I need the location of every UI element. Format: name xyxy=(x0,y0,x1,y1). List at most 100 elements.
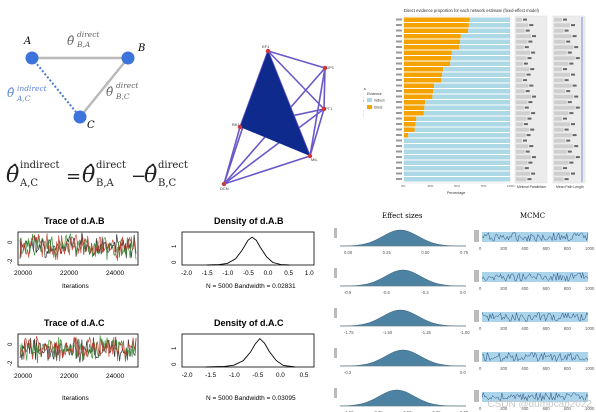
path-length-bar xyxy=(554,45,574,50)
parallelism-value xyxy=(523,79,527,82)
mcmc-trace-line xyxy=(481,312,589,322)
evidence-bar-indirect xyxy=(404,177,510,182)
trace-chain-line xyxy=(19,233,137,261)
density-ab-curve xyxy=(206,236,290,266)
density-x-tick: -2.0 xyxy=(182,372,193,379)
network-node-label: PT1 xyxy=(325,106,333,111)
path-length-value xyxy=(566,90,571,93)
parallelism-bar xyxy=(516,111,531,116)
ridge-x-tick: -0.50 xyxy=(402,410,412,412)
parallelism-bar xyxy=(516,160,528,165)
watermark: CSDN @dumbcap2022 xyxy=(487,399,592,410)
evidence-bar-indirect xyxy=(404,160,510,165)
mcmc-x-tick: 1000 xyxy=(585,406,595,411)
parallelism-bar xyxy=(516,83,529,88)
density-ac-title: Density of d.A.C xyxy=(214,318,284,328)
evidence-row-label xyxy=(396,57,402,59)
path-length-bar xyxy=(554,72,570,77)
evidence-bar-indirect xyxy=(468,28,510,33)
path-length-bar xyxy=(554,144,574,149)
ridge-density xyxy=(339,269,467,287)
path-length-bar xyxy=(554,149,567,154)
parallelism-value xyxy=(529,145,534,148)
ridge-density xyxy=(339,349,467,367)
node-a xyxy=(25,51,39,65)
path-length-bar xyxy=(554,166,562,171)
svg-text:A,C: A,C xyxy=(16,94,31,103)
path-length-bar xyxy=(554,111,569,116)
ridge-row-label xyxy=(334,348,337,358)
trace-ab-xtick: 24000 xyxy=(106,270,124,277)
parallelism-value xyxy=(529,84,534,87)
density-ab-caption: N = 5000 Bandwidth = 0.02831 xyxy=(206,283,296,290)
trace-ab-title: Trace of d.A.B xyxy=(44,216,105,226)
mcmc-trace-band xyxy=(482,392,588,402)
mcmc-x-tick: 600 xyxy=(543,366,551,371)
svg-text:direct: direct xyxy=(96,160,126,171)
evidence-bar-indirect xyxy=(415,122,510,127)
evidence-x-tick: 75% xyxy=(481,184,487,188)
ridge-x-tick: -1.00 xyxy=(460,330,470,335)
evidence-row-label xyxy=(396,90,402,92)
parallelism-bar xyxy=(516,39,528,44)
path-length-bar xyxy=(554,28,564,33)
evidence-bar-direct xyxy=(404,89,434,94)
mcmc-trace-band xyxy=(482,352,588,362)
parallelism-value xyxy=(524,46,529,49)
parallelism-value xyxy=(524,167,529,170)
node-b-label: B xyxy=(137,43,145,54)
evidence-x-tick: 25% xyxy=(428,184,434,188)
density-x-tick: 0.5 xyxy=(284,270,293,277)
parallelism-value xyxy=(526,73,531,76)
trace-ab-xlabel: Iterations xyxy=(62,283,89,290)
evidence-bar-indirect xyxy=(414,127,510,132)
network-node-label: DCN xyxy=(220,186,229,191)
parallelism-bar xyxy=(516,100,528,105)
ridge-x-tick: 0.75 xyxy=(460,250,469,255)
evidence-bar-indirect xyxy=(433,89,510,94)
path-length-bar xyxy=(554,116,562,121)
density-x-tick: -1.0 xyxy=(222,270,233,277)
svg-text:θ̂: θ̂ xyxy=(7,86,15,100)
parallelism-bar xyxy=(516,138,522,143)
mcmc-x-tick: 0 xyxy=(479,286,482,291)
parallelism-bar xyxy=(516,28,525,33)
evidence-legend: Evidence Indirect Direct xyxy=(364,90,394,116)
mcmc-trace-line xyxy=(481,351,589,362)
evidence-bar-indirect xyxy=(404,138,510,143)
evidence-bar-direct xyxy=(404,45,460,50)
label-direct-bc: θ̂ direct B,C xyxy=(106,81,139,101)
parallelism-bar xyxy=(516,177,527,182)
evidence-row-label xyxy=(396,106,402,109)
mcmc-x-tick: 1000 xyxy=(585,326,595,331)
svg-text:indirect: indirect xyxy=(17,84,48,93)
ridge-x-tick: 0.25 xyxy=(383,250,392,255)
parallelism-value xyxy=(527,57,532,60)
parallelism-bar xyxy=(516,72,526,77)
mcmc-trace-line xyxy=(481,272,589,282)
evidence-bar-indirect xyxy=(425,100,510,105)
evidence-row-label xyxy=(396,172,402,175)
ridge-x-tick: 0.00 xyxy=(344,250,353,255)
evidence-row-label xyxy=(396,117,402,120)
path-length-bar xyxy=(554,89,566,94)
svg-text:θ̂: θ̂ xyxy=(67,34,75,48)
density-ab-title: Density of d.A.B xyxy=(214,216,284,226)
ridge-row-label xyxy=(334,308,337,318)
density-x-tick: -1.0 xyxy=(229,372,240,379)
evidence-bar-indirect xyxy=(468,23,510,28)
evidence-row-label xyxy=(396,68,402,70)
density-x-tick: -2.0 xyxy=(181,270,192,277)
path-length-value xyxy=(569,161,574,164)
evidence-row-label xyxy=(396,101,402,103)
evidence-row-label xyxy=(396,46,402,48)
mcmc-x-tick: 600 xyxy=(543,326,551,331)
path-length-value xyxy=(571,123,575,126)
path-length-value xyxy=(564,29,569,32)
mcmc-trace-band xyxy=(482,312,588,322)
density-x-tick: -1.5 xyxy=(202,270,213,277)
path-length-bar xyxy=(554,61,569,66)
parallelism-value xyxy=(523,123,528,126)
mcmc-row-label xyxy=(474,390,479,402)
path-length-bar xyxy=(554,67,562,72)
